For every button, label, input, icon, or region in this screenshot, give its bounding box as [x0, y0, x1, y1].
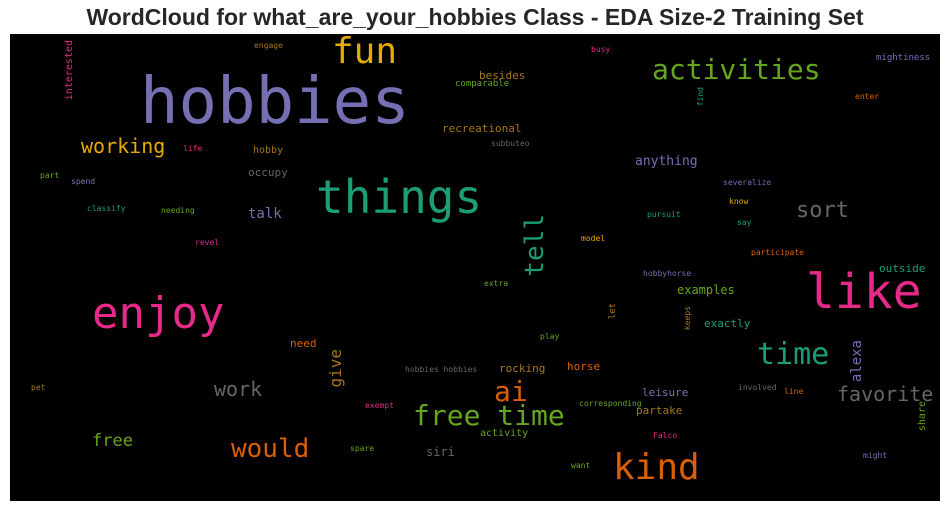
- cloud-word: revel: [195, 238, 220, 247]
- cloud-word: participate: [751, 248, 804, 257]
- cloud-word: line: [784, 387, 804, 396]
- cloud-word: fun: [332, 34, 398, 72]
- word-cloud: hobbies fun activities things like enjoy kind t…: [10, 34, 940, 501]
- cloud-word: give: [326, 349, 345, 388]
- cloud-word: exempt: [365, 401, 394, 410]
- cloud-word: need: [290, 337, 317, 350]
- cloud-word: leisure: [642, 386, 689, 399]
- cloud-word: know: [729, 197, 749, 206]
- cloud-word: hobbyhorse: [643, 269, 692, 278]
- cloud-word: pet: [31, 383, 46, 392]
- cloud-word: play: [540, 332, 560, 341]
- cloud-word: tell: [520, 214, 550, 277]
- cloud-word: sort: [796, 198, 849, 223]
- cloud-word: hobbies hobbies: [405, 365, 478, 374]
- cloud-word: activity: [480, 428, 529, 439]
- cloud-word: find: [696, 87, 705, 107]
- cloud-word: work: [214, 377, 263, 401]
- cloud-word: exactly: [704, 317, 751, 330]
- cloud-word: extra: [484, 279, 509, 288]
- cloud-word: hobby: [253, 145, 284, 156]
- cloud-word: kind: [613, 447, 700, 488]
- cloud-word: classify: [87, 204, 126, 213]
- cloud-word: mightiness: [876, 53, 931, 63]
- cloud-word: occupy: [248, 166, 288, 179]
- cloud-word: severalize: [723, 178, 772, 187]
- cloud-word: time: [757, 337, 830, 372]
- cloud-word: activities: [652, 53, 821, 86]
- cloud-word: model: [581, 234, 606, 243]
- cloud-word: interested: [64, 40, 75, 101]
- cloud-word: spare: [350, 444, 375, 453]
- cloud-word: enjoy: [92, 288, 225, 339]
- cloud-word: outside: [879, 262, 926, 275]
- cloud-word: anything: [635, 154, 698, 169]
- cloud-word: involved: [738, 383, 777, 392]
- cloud-word: siri: [426, 445, 455, 459]
- cloud-word: alexa: [849, 340, 865, 383]
- cloud-word: share: [917, 401, 928, 432]
- cloud-word: pursuit: [647, 210, 681, 219]
- cloud-word: examples: [677, 283, 735, 297]
- cloud-word: ai: [494, 375, 528, 408]
- cloud-word: free time: [413, 399, 565, 432]
- cloud-word: rocking: [499, 362, 546, 375]
- cloud-word: things: [316, 170, 483, 224]
- cloud-word: free: [92, 431, 133, 451]
- cloud-word: let: [608, 303, 618, 320]
- cloud-word: enter: [855, 92, 880, 101]
- cloud-word: favorite: [837, 382, 934, 406]
- cloud-word: needing: [161, 206, 195, 215]
- cloud-word: want: [571, 461, 591, 470]
- cloud-word: life: [183, 144, 203, 153]
- cloud-word: spend: [71, 177, 96, 186]
- cloud-word: busy: [591, 45, 611, 54]
- cloud-word: part: [40, 171, 60, 180]
- cloud-word: say: [737, 218, 752, 227]
- cloud-word: working: [81, 134, 166, 158]
- cloud-word: talk: [248, 206, 282, 222]
- cloud-word: partake: [636, 404, 683, 417]
- chart-title: WordCloud for what_are_your_hobbies Clas…: [86, 4, 864, 30]
- cloud-word: corresponding: [579, 399, 642, 408]
- cloud-word: recreational: [442, 122, 522, 135]
- cloud-word: would: [231, 434, 310, 464]
- cloud-word: subbuteo: [491, 139, 530, 148]
- cloud-word: keeps: [683, 306, 692, 331]
- cloud-word: comparable: [455, 79, 510, 89]
- cloud-word: besides: [479, 69, 526, 82]
- cloud-word: engage: [254, 41, 283, 50]
- cloud-word: like: [806, 264, 922, 320]
- cloud-word: hobbies: [140, 65, 410, 139]
- cloud-word: horse: [567, 360, 601, 373]
- cloud-word: Falco: [653, 431, 678, 440]
- cloud-word: might: [863, 451, 888, 460]
